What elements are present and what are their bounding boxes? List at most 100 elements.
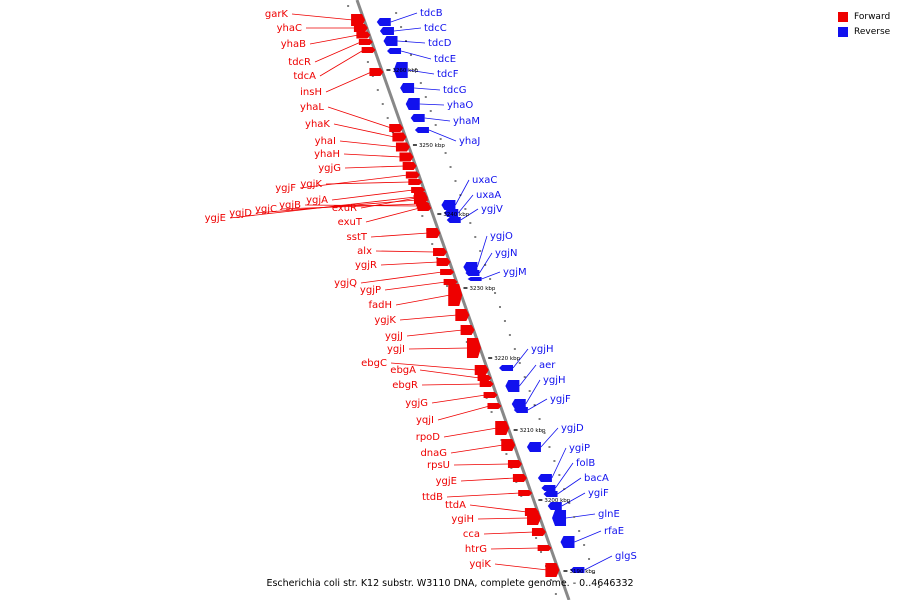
forward-swatch	[838, 11, 848, 22]
leader-line-reverse	[565, 513, 596, 519]
leader-line-forward	[360, 271, 443, 284]
leader-line-forward	[333, 123, 395, 138]
reverse-gene-feature	[560, 536, 575, 548]
leader-line-forward	[343, 153, 402, 158]
forward-gene-label: insH	[300, 87, 322, 98]
leader-line-reverse	[400, 50, 432, 60]
leader-line-forward	[446, 492, 521, 498]
forward-gene-label: ygjE	[436, 476, 457, 487]
reverse-gene-feature	[541, 485, 556, 491]
forward-gene-label: cca	[463, 529, 480, 540]
reverse-gene-feature	[465, 270, 480, 276]
forward-gene-label: ygjP	[360, 285, 381, 296]
forward-gene-label: ygjJ	[385, 331, 403, 342]
forward-gene-feature	[474, 365, 489, 375]
leader-line-reverse	[512, 348, 529, 369]
forward-gene-label: ygjI	[387, 344, 405, 355]
leader-line-reverse	[555, 462, 574, 489]
scale-label: 3250 kbp	[419, 143, 445, 149]
leader-line-reverse	[525, 379, 541, 405]
reverse-gene-label: ygjO	[490, 231, 513, 242]
legend: Forward Reverse	[838, 9, 890, 39]
forward-gene-label: exuR	[332, 203, 357, 214]
forward-gene-label: yhaL	[300, 102, 324, 113]
forward-gene-label: yhaC	[277, 23, 302, 34]
forward-gene-label: alx	[357, 246, 372, 257]
scale-label: 3260 kbp	[392, 68, 418, 74]
reverse-gene-feature	[499, 365, 514, 371]
leader-line-reverse	[393, 27, 422, 32]
legend-item-forward: Forward	[838, 9, 890, 24]
forward-gene-label: ygjA	[306, 195, 328, 206]
leader-line-forward	[460, 477, 515, 482]
reverse-gene-feature	[383, 36, 398, 46]
leader-line-forward	[325, 181, 411, 185]
reverse-gene-label: ygiP	[569, 443, 590, 454]
reverse-gene-label: ygjD	[561, 423, 584, 434]
forward-gene-label: ygjQ	[334, 278, 357, 289]
leader-line-forward	[419, 369, 480, 379]
reverse-gene-feature	[446, 217, 461, 223]
forward-gene-feature	[537, 545, 552, 551]
scale-label: 3210 kbp	[520, 428, 546, 434]
reverse-gene-label: uxaA	[476, 190, 501, 201]
reverse-gene-label: tdcE	[434, 54, 456, 65]
leader-line-forward	[443, 427, 498, 438]
leader-line-forward	[453, 463, 510, 466]
reverse-gene-label: tdcD	[428, 38, 452, 49]
leader-line-forward	[375, 250, 436, 253]
scale-label: 3240 kbp	[443, 212, 469, 218]
leader-line-forward	[255, 199, 417, 214]
leader-line-reverse	[584, 555, 613, 571]
forward-gene-label: ygjD	[229, 208, 252, 219]
leader-line-reverse	[397, 40, 426, 44]
reverse-gene-label: ygjH	[531, 344, 554, 355]
forward-gene-label: ebgA	[390, 365, 416, 376]
forward-gene-feature	[531, 528, 546, 536]
reverse-gene-label: rfaE	[604, 526, 624, 537]
scale-label: 3220 kbp	[494, 356, 520, 362]
reverse-gene-feature	[405, 98, 420, 110]
reverse-gene-feature	[444, 209, 459, 217]
reverse-gene-label: folB	[576, 458, 595, 469]
forward-gene-label: ygjR	[355, 260, 377, 271]
forward-gene-label: ygjK	[374, 315, 396, 326]
forward-gene-label: ygjB	[279, 200, 301, 211]
forward-gene-feature	[518, 490, 533, 496]
reverse-gene-label: yhaM	[453, 116, 480, 127]
leader-line-forward	[280, 203, 419, 210]
leader-line-forward	[408, 347, 469, 350]
reverse-gene-feature	[543, 491, 558, 497]
forward-gene-feature	[483, 392, 498, 398]
forward-gene-feature	[455, 309, 470, 321]
forward-gene-feature	[443, 279, 458, 285]
reverse-gene-label: tdcF	[437, 69, 459, 80]
reverse-gene-label: glgS	[615, 551, 637, 562]
forward-gene-label: yhaK	[305, 119, 330, 130]
forward-gene-label: rpsU	[427, 460, 450, 471]
reverse-gene-label: ygjV	[481, 204, 503, 215]
forward-gene-label: rpoD	[416, 432, 441, 443]
forward-gene-feature	[361, 47, 376, 53]
leader-line-forward	[483, 531, 534, 535]
genome-caption: Escherichia coli str. K12 substr. W3110 …	[266, 578, 634, 589]
leader-line-reverse	[476, 235, 488, 268]
leader-line-forward	[319, 49, 364, 77]
leader-line-reverse	[557, 477, 582, 495]
forward-gene-feature	[495, 421, 510, 435]
forward-gene-label: ygjF	[275, 183, 296, 194]
reverse-gene-feature	[547, 502, 562, 510]
forward-gene-feature	[460, 325, 475, 335]
leader-line-forward	[339, 140, 398, 148]
forward-gene-feature	[392, 132, 407, 142]
forward-gene-feature	[512, 474, 527, 482]
forward-gene-feature	[466, 338, 481, 358]
forward-gene-feature	[405, 171, 420, 179]
legend-item-reverse: Reverse	[838, 24, 890, 39]
leader-line-forward	[494, 563, 548, 571]
forward-gene-label: ygjC	[255, 204, 277, 215]
forward-gene-feature	[440, 269, 455, 275]
forward-gene-feature	[353, 24, 368, 32]
leader-line-reverse	[519, 364, 537, 387]
leader-line-reverse	[414, 87, 441, 91]
